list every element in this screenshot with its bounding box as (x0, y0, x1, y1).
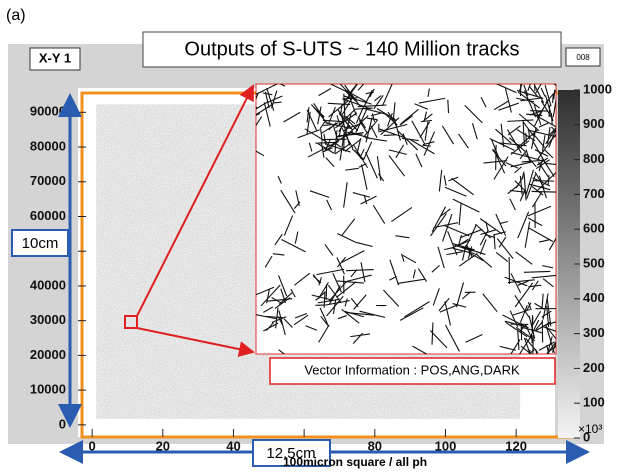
track (448, 100, 449, 113)
x-axis-label: 100micron square / all ph (283, 455, 427, 469)
y-tick-label: 70000 (30, 173, 66, 188)
panel-label: (a) (6, 7, 26, 24)
colorbar-tick-label: 400 (583, 290, 605, 305)
y-tick-label: 30000 (30, 312, 66, 327)
colorbar-tick-label: 1000 (583, 81, 612, 96)
colorbar-tick-label: 200 (583, 360, 605, 375)
y-tick-label: 10000 (30, 382, 66, 397)
track (526, 133, 527, 142)
x-multiplier: ×10³ (578, 422, 602, 436)
track (521, 323, 522, 340)
colorbar-tick-label: 800 (583, 151, 605, 166)
figure: (a) 010000200003000040000500006000070000… (0, 0, 619, 475)
colorbar-tick-label: 100 (583, 395, 605, 410)
y-tick-label: 20000 (30, 347, 66, 362)
colorbar-tick-label: 700 (583, 186, 605, 201)
track (383, 135, 396, 136)
track (273, 102, 282, 103)
colorbar-tick-label: 900 (583, 116, 605, 131)
y-tick-label: 90000 (30, 104, 66, 119)
y-tick-label: 0 (59, 416, 66, 431)
colorbar-tick-label: 600 (583, 221, 605, 236)
y-tick-label: 60000 (30, 208, 66, 223)
y-tick-label: 80000 (30, 138, 66, 153)
inset-label: Vector Information : POS,ANG,DARK (304, 362, 520, 377)
colorbar-tick-label: 500 (583, 255, 605, 270)
height-label: 10cm (22, 235, 59, 252)
y-tick-label: 40000 (30, 277, 66, 292)
track (553, 94, 554, 103)
callout-title: Outputs of S-UTS ~ 140 Million tracks (184, 38, 519, 60)
stats-label: 008 (576, 53, 590, 62)
colorbar-tick-label: 300 (583, 325, 605, 340)
hist-title: X-Y 1 (39, 50, 71, 65)
